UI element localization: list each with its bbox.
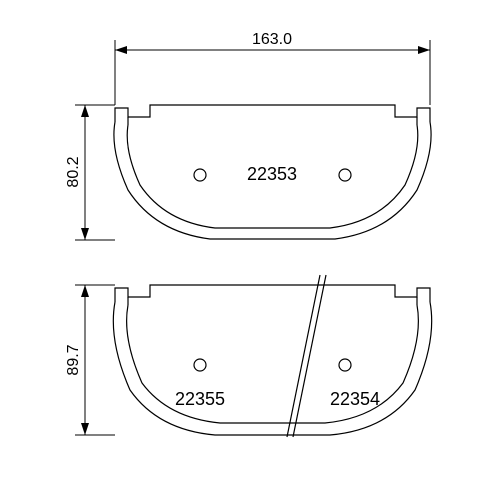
top-height-dimension-label: 80.2 [65,156,82,187]
bottom-height-dimension-label: 89.7 [65,344,82,375]
width-dimension-label: 163.0 [252,31,292,48]
dimension-width: 163.0 [115,31,430,105]
top-part-number: 22353 [247,164,297,184]
dimension-bottom-height: 89.7 [65,285,115,435]
bottom-brake-pad: 22355 22354 [113,275,431,437]
dimension-top-height: 80.2 [65,105,115,240]
bottom-left-part-number: 22355 [175,389,225,409]
top-brake-pad: 22353 [114,105,431,239]
bottom-right-part-number: 22354 [330,389,380,409]
